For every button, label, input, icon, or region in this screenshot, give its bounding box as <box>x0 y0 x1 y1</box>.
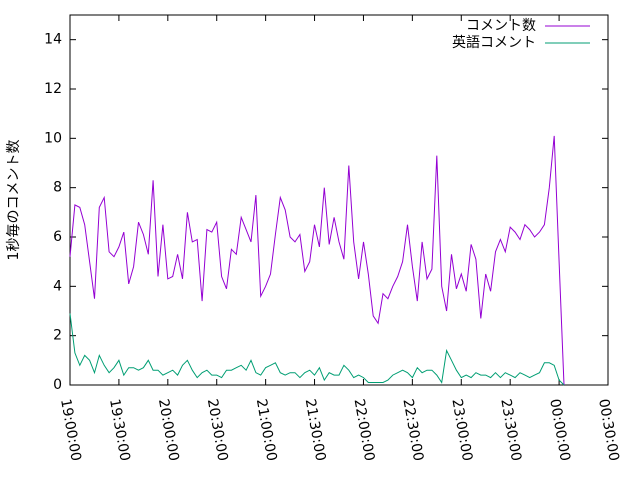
x-tick-label: 21:30:00 <box>302 398 329 463</box>
legend-label: 英語コメント <box>452 34 536 51</box>
legend-label: コメント数 <box>466 18 536 34</box>
x-tick-label: 20:30:00 <box>204 398 231 463</box>
plot-border <box>69 14 609 386</box>
x-tick-label: 23:30:00 <box>497 398 524 463</box>
series-line <box>69 135 565 386</box>
x-tick-label: 22:00:00 <box>351 398 378 463</box>
x-tick-label: 00:00:00 <box>546 398 573 463</box>
x-tick-label: 23:00:00 <box>448 398 475 463</box>
y-tick-label: 0 <box>53 377 62 393</box>
series-line <box>69 313 565 386</box>
y-tick-label: 4 <box>53 278 62 294</box>
x-tick-label: 00:30:00 <box>595 398 622 463</box>
y-tick-label: 12 <box>44 81 62 97</box>
x-tick-label: 20:00:00 <box>155 398 182 463</box>
x-tick-label: 19:00:00 <box>57 398 84 463</box>
x-tick-label: 21:00:00 <box>253 398 280 463</box>
y-tick-label: 8 <box>53 180 62 196</box>
y-axis-label: 1秒毎のコメント数 <box>6 140 22 261</box>
y-tick-label: 6 <box>53 229 62 245</box>
y-tick-label: 14 <box>44 32 62 48</box>
y-tick-label: 10 <box>44 130 62 146</box>
x-tick-label: 19:30:00 <box>106 398 133 463</box>
y-tick-label: 2 <box>53 328 62 344</box>
x-tick-label: 22:30:00 <box>399 398 426 463</box>
